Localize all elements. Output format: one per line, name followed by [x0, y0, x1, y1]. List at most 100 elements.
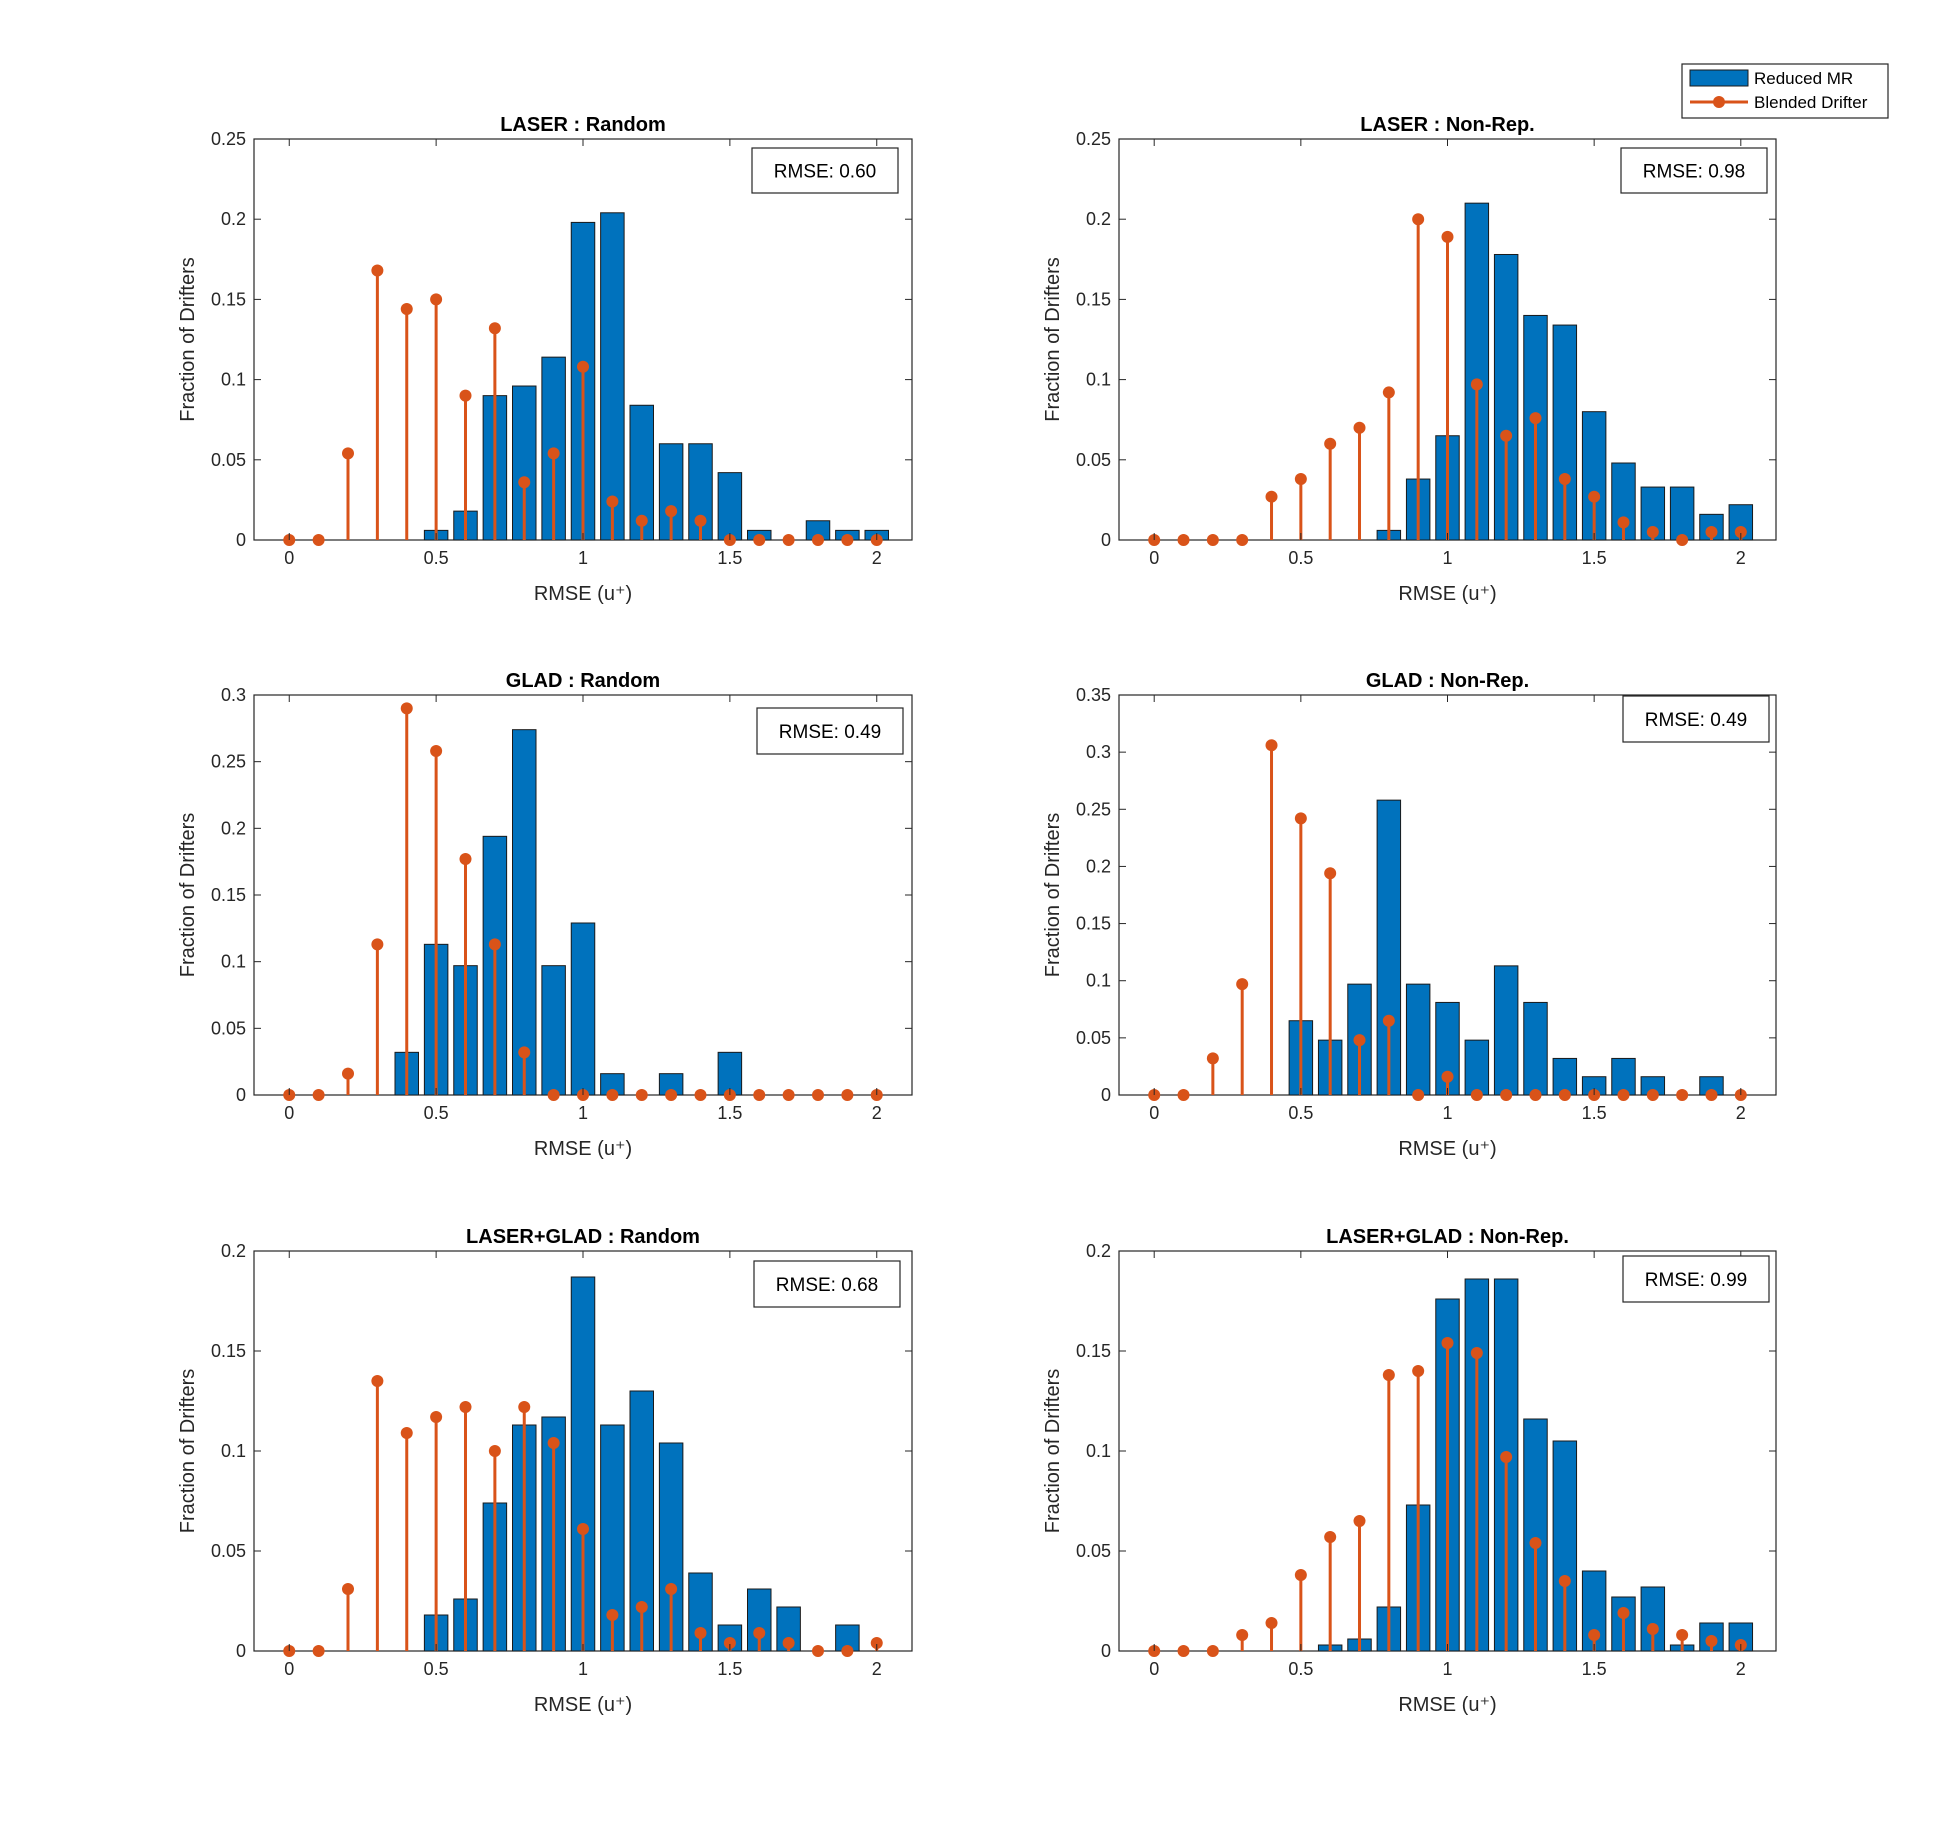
stem-marker	[577, 1523, 589, 1535]
y-tick-label: 0.05	[1076, 450, 1111, 470]
y-tick-label: 0.15	[211, 1341, 246, 1361]
legend-entry-reduced-mr: Reduced MR	[1689, 69, 1853, 88]
legend-label-reduced-mr: Reduced MR	[1754, 69, 1853, 88]
stem-marker	[1676, 1089, 1689, 1101]
stem-marker	[753, 1089, 766, 1101]
legend-swatch-bar	[1689, 69, 1749, 87]
y-tick-label: 0.15	[211, 885, 246, 905]
stem-marker	[870, 1637, 883, 1649]
stem-marker	[841, 1089, 854, 1101]
y-tick-label: 0.15	[1076, 289, 1111, 309]
legend: Reduced MR Blended Drifter	[1681, 63, 1889, 119]
y-tick-label: 0.35	[1076, 685, 1111, 705]
rmse-annotation: RMSE: 0.99	[1645, 1270, 1747, 1291]
y-tick-label: 0.05	[1076, 1028, 1111, 1048]
stem-marker	[753, 534, 766, 546]
y-tick-label: 0.2	[221, 1241, 246, 1261]
x-tick-label: 1	[1442, 1103, 1452, 1123]
stem-marker	[1412, 1365, 1425, 1377]
y-tick-label: 0.05	[1076, 1541, 1111, 1561]
stem-marker	[1382, 1369, 1395, 1381]
x-tick-label: 1.5	[717, 1659, 742, 1679]
chart-panel: 0 0.05 0.1 0.15 0.2 0 0.5 1 1.5 2 LASER+GLAD : Ran…	[177, 1226, 913, 1716]
stem-marker	[635, 514, 648, 527]
stem-marker	[1529, 1089, 1542, 1101]
x-tick-label: 1	[578, 1103, 588, 1123]
y-tick-label: 0.3	[1086, 742, 1111, 762]
stem-marker	[1412, 213, 1425, 226]
stem-marker	[606, 495, 619, 508]
stem-marker	[606, 1089, 619, 1101]
x-tick-label: 1	[578, 1659, 588, 1679]
stem-marker	[1529, 1537, 1542, 1549]
y-tick-label: 0.05	[211, 1018, 246, 1038]
x-tick-label: 1	[1442, 548, 1452, 568]
stem-marker	[1412, 1089, 1425, 1101]
stem-marker	[430, 293, 443, 306]
y-tick-label: 0.3	[221, 685, 246, 705]
stem-marker	[459, 1401, 472, 1413]
x-tick-label: 0	[1149, 548, 1159, 568]
stem-marker	[1177, 534, 1190, 546]
x-tick-label: 2	[872, 1103, 882, 1123]
stem-marker	[782, 1089, 795, 1101]
legend-swatch-stem-marker	[1713, 96, 1725, 108]
y-tick-label: 0.25	[211, 752, 246, 772]
stem-marker	[841, 534, 854, 546]
x-tick-label: 0.5	[1288, 1659, 1313, 1679]
chart-title: LASER : Non-Rep.	[1360, 114, 1534, 136]
bar	[1493, 965, 1519, 1096]
stem-marker	[518, 476, 531, 489]
stem-marker	[1236, 978, 1249, 991]
stem-marker	[1470, 1347, 1483, 1359]
stem-marker	[1558, 1089, 1571, 1101]
x-tick-label: 1.5	[717, 1103, 742, 1123]
y-tick-label: 0.1	[221, 370, 246, 390]
stem-marker	[488, 1445, 501, 1457]
y-tick-label: 0.2	[1086, 856, 1111, 876]
y-tick-label: 0.05	[211, 1541, 246, 1561]
stem-marker	[723, 1637, 736, 1649]
stem-marker	[518, 1401, 531, 1413]
stem-marker	[1734, 525, 1747, 538]
stem-marker	[1646, 1089, 1659, 1101]
stem-marker	[312, 534, 325, 546]
bar	[512, 729, 537, 1096]
stem-marker	[1206, 1052, 1219, 1065]
chart-panel: 0 0.05 0.1 0.15 0.2 0.25 0.3 0.35 0 0.5 1 1.5 2 GLAD …	[1042, 670, 1777, 1160]
stem-marker	[782, 1637, 795, 1649]
stem-marker	[1500, 1451, 1513, 1463]
y-tick-label: 0	[236, 1085, 246, 1105]
stem-marker	[400, 702, 413, 715]
x-axis-label: RMSE (u⁺)	[1398, 583, 1496, 605]
stem-marker	[665, 505, 678, 518]
x-tick-label: 1.5	[717, 548, 742, 568]
stem-marker	[1676, 534, 1689, 546]
y-axis-label: Fraction of Drifters	[1042, 813, 1064, 977]
bar	[717, 472, 743, 541]
y-tick-label: 0.15	[1076, 914, 1111, 934]
stem-marker	[635, 1089, 648, 1101]
stem-marker	[1617, 1089, 1630, 1101]
x-tick-label: 0	[284, 1659, 294, 1679]
chart-title: LASER+GLAD : Random	[466, 1226, 700, 1248]
bar	[600, 212, 625, 541]
stem-marker	[518, 1046, 531, 1059]
y-tick-label: 0.1	[1086, 370, 1111, 390]
x-tick-label: 0.5	[1288, 1103, 1313, 1123]
x-tick-label: 2	[872, 1659, 882, 1679]
stem-marker	[459, 853, 472, 865]
stem-marker	[1705, 1089, 1718, 1101]
bar	[541, 965, 566, 1096]
x-tick-label: 0.5	[424, 1103, 449, 1123]
y-tick-label: 0.2	[221, 209, 246, 229]
stem-marker	[753, 1627, 766, 1639]
rmse-annotation-box	[756, 707, 904, 755]
y-tick-label: 0.2	[1086, 1241, 1111, 1261]
x-axis-label: RMSE (u⁺)	[534, 1138, 632, 1160]
stem-marker	[1177, 1089, 1190, 1101]
y-axis-label: Fraction of Drifters	[177, 813, 199, 977]
y-tick-label: 0.2	[221, 818, 246, 838]
rmse-annotation-box	[1622, 695, 1770, 743]
